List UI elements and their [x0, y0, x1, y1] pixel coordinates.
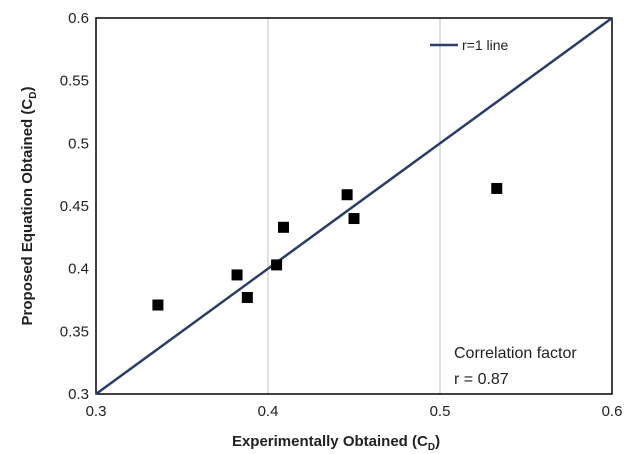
annotation-line-1: Correlation factor	[454, 345, 577, 362]
annotation: Correlation factor r = 0.87	[454, 345, 577, 388]
data-point	[241, 291, 253, 303]
x-axis-title-main: Experimentally Obtained (C	[232, 433, 428, 450]
data-point	[348, 213, 360, 225]
grid-lines	[267, 18, 441, 394]
y-tick-label: 0.35	[60, 323, 89, 340]
x-axis-ticks: 0.3 0.4 0.5 0.6	[86, 403, 623, 420]
plot-area-border	[95, 17, 613, 395]
y-axis-title-end: )	[19, 87, 36, 92]
data-point	[152, 299, 164, 311]
y-tick-label: 0.6	[68, 10, 89, 27]
data-point	[341, 189, 353, 201]
data-point	[491, 182, 503, 194]
y-tick-label: 0.55	[60, 73, 89, 90]
y-tick-label: 0.3	[68, 386, 89, 403]
x-axis-title-sub: D	[428, 442, 435, 453]
legend-label: r=1 line	[462, 37, 509, 53]
x-axis-title: Experimentally Obtained (CD)	[232, 433, 440, 453]
y-tick-label: 0.45	[60, 198, 89, 215]
data-point	[277, 221, 289, 233]
legend: r=1 line	[430, 37, 509, 53]
series-layer	[95, 16, 613, 396]
x-tick-label: 0.6	[602, 403, 623, 420]
x-tick-label: 0.5	[430, 403, 451, 420]
x-tick-label: 0.3	[86, 403, 107, 420]
y-tick-label: 0.4	[68, 261, 89, 278]
y-axis-title: Proposed Equation Obtained (CD)	[19, 87, 39, 326]
r1-reference-line	[95, 16, 613, 396]
x-axis-title-end: )	[435, 433, 440, 450]
y-tick-label: 0.5	[68, 135, 89, 152]
y-axis-title-sub: D	[28, 92, 39, 99]
data-point	[231, 269, 243, 281]
x-tick-label: 0.4	[258, 403, 279, 420]
y-axis-ticks: 0.3 0.35 0.4 0.45 0.5 0.55 0.6	[60, 10, 89, 403]
y-axis-title-main: Proposed Equation Obtained (C	[19, 99, 36, 326]
data-point	[271, 259, 283, 271]
annotation-line-2: r = 0.87	[454, 371, 509, 388]
